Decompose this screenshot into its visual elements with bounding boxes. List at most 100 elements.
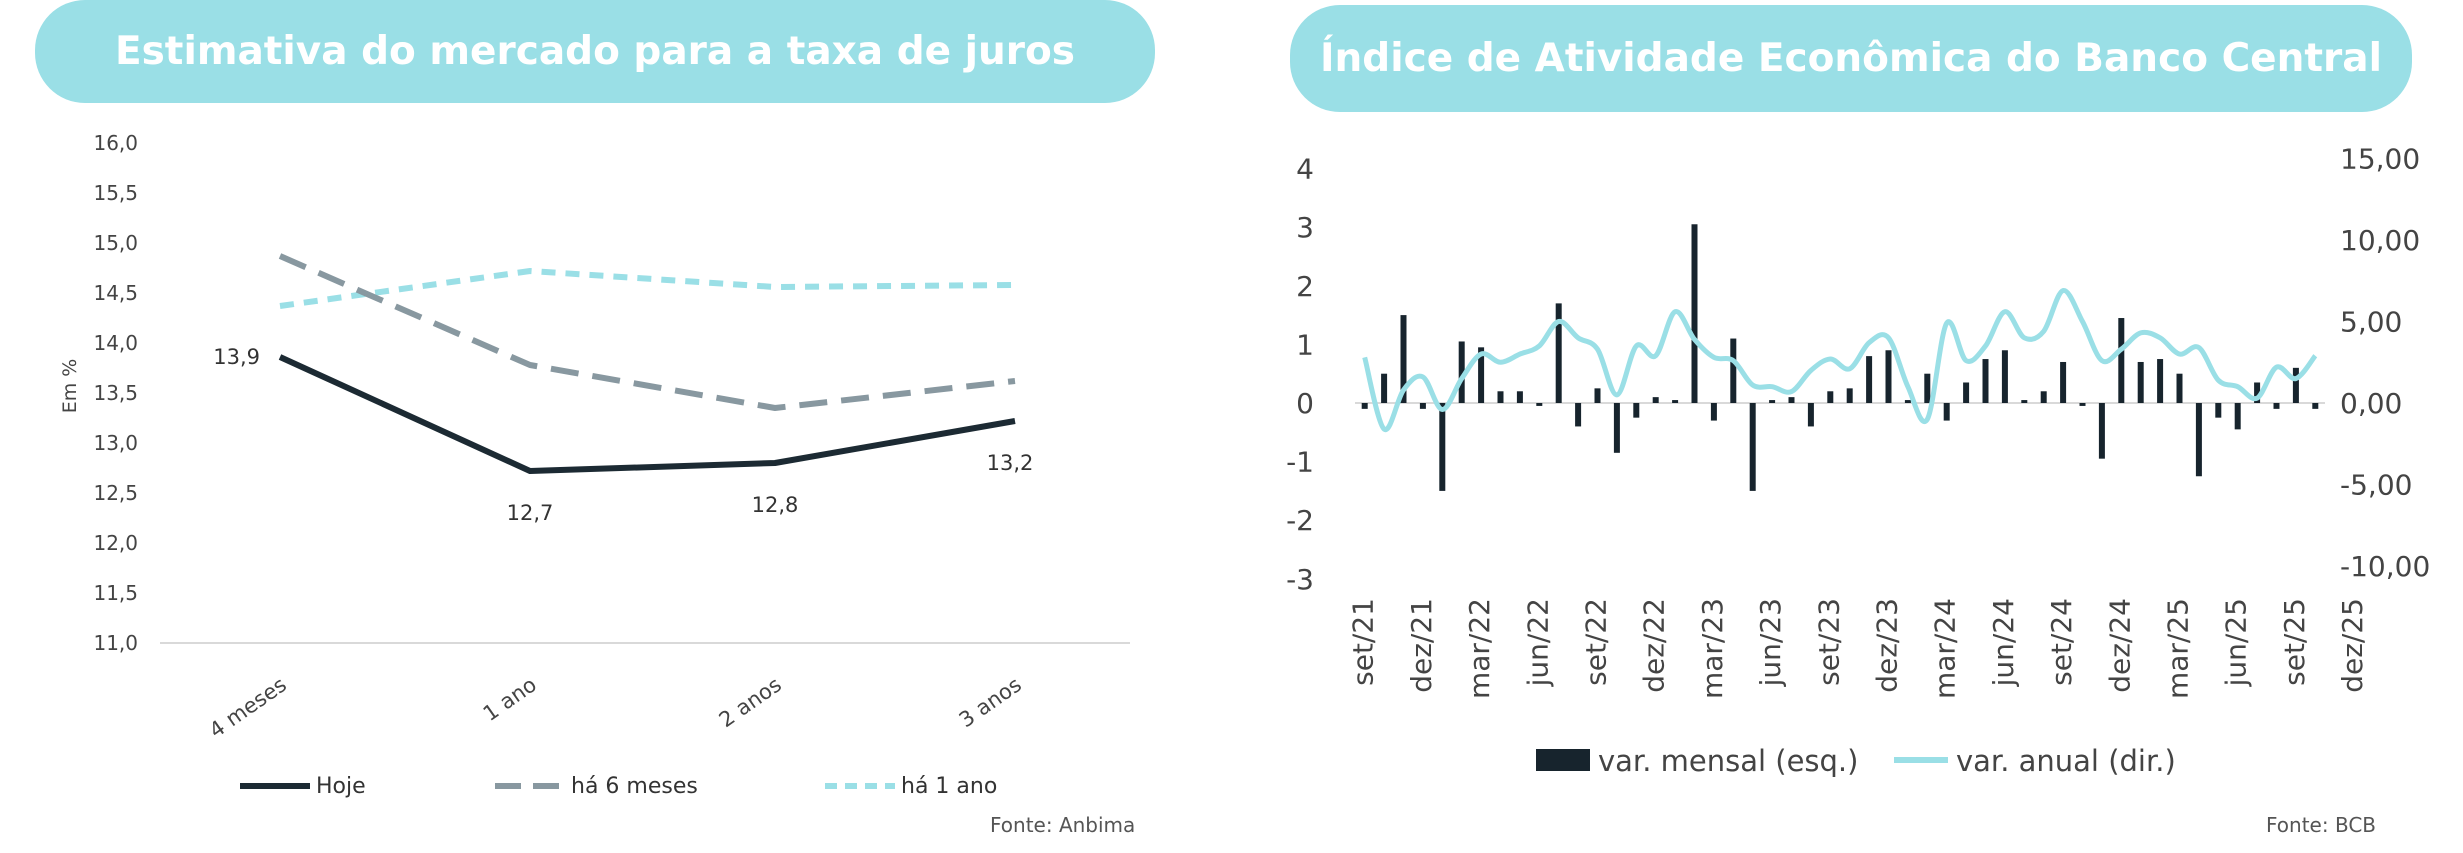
y-left-tick-label: 1 bbox=[1296, 328, 1314, 361]
x-tick-label: mar/24 bbox=[1929, 598, 1962, 699]
y-tick-label: 15,0 bbox=[93, 231, 138, 255]
bar bbox=[1807, 403, 1814, 427]
left-chart-panel: Estimativa do mercado para a taxa de jur… bbox=[0, 0, 1230, 853]
bar bbox=[2157, 359, 2164, 403]
bar bbox=[1769, 400, 1776, 403]
bar bbox=[1672, 400, 1679, 403]
x-tick-label: set/23 bbox=[1812, 598, 1845, 686]
y-left-tick-label: -3 bbox=[1286, 563, 1314, 596]
x-tick-label: dez/21 bbox=[1405, 598, 1438, 693]
bar bbox=[2021, 400, 2028, 403]
x-tick-label: mar/23 bbox=[1696, 598, 1729, 699]
bar bbox=[2312, 403, 2319, 409]
y-axis-label: Em % bbox=[59, 359, 81, 414]
x-tick-label: set/25 bbox=[2278, 598, 2311, 686]
x-tick-label: jun/24 bbox=[1987, 598, 2020, 687]
y-left-tick-label: -1 bbox=[1286, 446, 1314, 479]
y-tick-label: 15,5 bbox=[93, 181, 138, 205]
y-tick-label: 11,5 bbox=[93, 581, 138, 605]
y-tick-label: 14,5 bbox=[93, 281, 138, 305]
bar bbox=[1904, 400, 1911, 403]
bar bbox=[1788, 397, 1795, 403]
data-label: 13,2 bbox=[987, 451, 1034, 475]
x-tick-label: 4 meses bbox=[205, 672, 291, 742]
data-label: 13,9 bbox=[213, 345, 260, 369]
left-chart-svg: 16,0 15,5 15,0 14,5 14,0 13,5 13,0 12,5 12,0 11,5… bbox=[59, 131, 1130, 799]
y-tick-label: 14,0 bbox=[93, 331, 138, 355]
y-tick-label: 16,0 bbox=[93, 131, 138, 155]
bar bbox=[2040, 391, 2047, 403]
left-chart-source: Fonte: Anbima bbox=[990, 813, 1136, 837]
bar bbox=[1439, 403, 1446, 491]
y-right-tick-label: -10,00 bbox=[2340, 550, 2430, 583]
bar bbox=[2292, 367, 2299, 403]
bar bbox=[1866, 356, 1873, 403]
annual-variation-line bbox=[1362, 288, 2318, 432]
right-chart-panel: Índice de Atividade Econômica do Banco C… bbox=[1230, 0, 2463, 853]
bar bbox=[2098, 403, 2105, 459]
bar bbox=[2254, 382, 2261, 403]
x-tick-label: jun/23 bbox=[1754, 598, 1787, 687]
bar bbox=[1516, 391, 1523, 403]
x-tick-label: jun/22 bbox=[1521, 598, 1554, 687]
series-line-há-1-ano bbox=[279, 268, 1016, 309]
y-right-tick-label: 15,00 bbox=[2340, 143, 2420, 176]
y-tick-label: 13,5 bbox=[93, 381, 138, 405]
bar bbox=[2215, 403, 2222, 418]
x-tick-label: dez/23 bbox=[1871, 598, 1904, 693]
bar bbox=[1478, 347, 1485, 403]
bar bbox=[1633, 403, 1640, 418]
bar bbox=[1594, 388, 1601, 403]
x-tick-label: mar/22 bbox=[1463, 598, 1496, 699]
x-tick-label: set/22 bbox=[1580, 598, 1613, 686]
legend-label: var. mensal (esq.) bbox=[1598, 744, 1858, 778]
bar bbox=[1963, 382, 1970, 403]
right-chart-svg: 4 3 2 1 0 -1 -2 -3 15,00 10,00 5,00 0,00 -5,00 -10,00… bbox=[1286, 143, 2430, 779]
bar bbox=[2234, 403, 2241, 430]
bar bbox=[1924, 373, 1931, 403]
right-chart-title: Índice de Atividade Econômica do Banco C… bbox=[1290, 5, 2412, 112]
x-tick-label: 3 anos bbox=[955, 672, 1026, 732]
x-tick-label: set/24 bbox=[2045, 598, 2078, 686]
y-left-tick-label: -2 bbox=[1286, 504, 1314, 537]
series-line-há-6-meses bbox=[278, 253, 1016, 411]
bar bbox=[1943, 403, 1950, 421]
data-label: 12,8 bbox=[752, 493, 799, 517]
bar bbox=[2079, 403, 2086, 406]
bar bbox=[1458, 341, 1465, 403]
bar bbox=[1419, 403, 1426, 409]
y-right-tick-label: -5,00 bbox=[2340, 469, 2412, 502]
x-tick-label: set/21 bbox=[1347, 598, 1380, 686]
y-right-tick-label: 5,00 bbox=[2340, 306, 2402, 339]
legend-label: Hoje bbox=[316, 774, 366, 799]
x-tick-label: dez/25 bbox=[2336, 598, 2369, 693]
y-tick-label: 12,5 bbox=[93, 481, 138, 505]
bar bbox=[1691, 224, 1698, 403]
bar bbox=[2137, 361, 2144, 403]
y-tick-label: 13,0 bbox=[93, 431, 138, 455]
bar bbox=[2001, 350, 2008, 403]
y-tick-label: 11,0 bbox=[93, 631, 138, 655]
bar bbox=[1827, 391, 1834, 403]
bar bbox=[1575, 403, 1582, 427]
bar bbox=[1730, 338, 1737, 403]
y-left-tick-label: 4 bbox=[1296, 153, 1314, 186]
x-tick-label: 1 ano bbox=[479, 672, 541, 726]
bar bbox=[2273, 403, 2280, 409]
bar bbox=[1536, 403, 1543, 406]
bar bbox=[1749, 403, 1756, 491]
right-chart-source: Fonte: BCB bbox=[2266, 813, 2376, 837]
legend-label: há 6 meses bbox=[571, 774, 698, 799]
x-tick-label: mar/25 bbox=[2162, 598, 2195, 699]
y-left-tick-label: 0 bbox=[1296, 387, 1314, 420]
y-tick-label: 12,0 bbox=[93, 531, 138, 555]
bar bbox=[1846, 388, 1853, 403]
y-right-tick-label: 10,00 bbox=[2340, 224, 2420, 257]
bar bbox=[1982, 359, 1989, 403]
left-chart-title: Estimativa do mercado para a taxa de jur… bbox=[35, 0, 1155, 103]
series-line-Hoje bbox=[278, 354, 1016, 474]
x-tick-label: 2 anos bbox=[715, 672, 786, 732]
bar bbox=[2195, 403, 2202, 477]
legend-label: var. anual (dir.) bbox=[1956, 744, 2176, 778]
x-tick-label: jun/25 bbox=[2220, 598, 2253, 687]
